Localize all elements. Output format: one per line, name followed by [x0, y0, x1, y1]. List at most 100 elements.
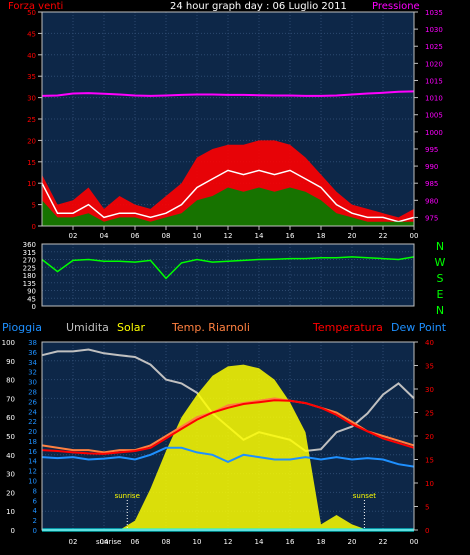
y-inner-tick-label: 24 — [28, 408, 37, 416]
y2-tick-label: 35 — [425, 363, 434, 371]
x-tick-label: 08 — [162, 232, 171, 240]
y-tick-label: 30 — [6, 471, 15, 479]
y-inner-tick-label: 8 — [33, 487, 37, 495]
y2-tick-label: 1030 — [425, 26, 443, 34]
y-inner-tick-label: 16 — [28, 448, 37, 456]
y-inner-tick-label: 28 — [28, 388, 37, 396]
y-inner-tick-label: 2 — [33, 517, 37, 525]
x-tick-label: 10 — [193, 538, 202, 546]
legend-temp-riarnoli: Temp. Riarnoli — [171, 321, 250, 334]
y2-tick-label: 990 — [425, 163, 438, 171]
y2-tick-label: 1010 — [425, 95, 443, 103]
x-tick-label: 06 — [131, 232, 140, 240]
x-tick-label: 12 — [224, 538, 233, 546]
plot-frame — [41, 11, 415, 227]
legend-humidity: Umidita — [66, 321, 109, 334]
x-tick-label: 14 — [255, 538, 264, 546]
compass-label: N — [436, 304, 444, 317]
y-tick-label: 10 — [6, 508, 15, 516]
y-tick-label: 60 — [6, 414, 15, 422]
annotation-label: sunrise — [115, 492, 140, 500]
y2-tick-label: 985 — [425, 180, 438, 188]
y2-tick-label: 15 — [425, 457, 434, 465]
plot-frame — [41, 341, 415, 531]
y-tick-label: 180 — [23, 272, 36, 280]
x-tick-label: 02 — [69, 232, 78, 240]
compass-label: N — [436, 240, 444, 253]
y2-tick-label: 1015 — [425, 77, 443, 85]
y-tick-label: 360 — [23, 241, 36, 249]
y-tick-label: 5 — [32, 202, 36, 210]
compass-label: E — [437, 288, 444, 301]
y-tick-label: 10 — [27, 180, 36, 188]
temp-humidity-panel: 0102030405060708090100024681012141618202… — [2, 339, 434, 546]
compass-label: W — [435, 256, 446, 269]
plot-frame — [41, 243, 415, 307]
y-tick-label: 20 — [6, 489, 15, 497]
y-inner-tick-label: 10 — [28, 478, 37, 486]
y-tick-label: 100 — [2, 339, 15, 347]
x-tick-label: 02 — [69, 538, 78, 546]
x-tick-label: 08 — [162, 538, 171, 546]
series-temperature — [41, 399, 415, 455]
x-tick-label: 18 — [317, 538, 326, 546]
y-tick-label: 80 — [6, 377, 15, 385]
y-tick-label: 15 — [27, 159, 36, 167]
y-inner-tick-label: 6 — [33, 497, 38, 505]
x-tick-label: 22 — [379, 538, 388, 546]
y2-tick-label: 25 — [425, 410, 434, 418]
x-tick-label: 22 — [379, 232, 388, 240]
y-tick-label: 45 — [27, 295, 36, 303]
x-tick-label: 00 — [410, 232, 419, 240]
y-inner-tick-label: 36 — [28, 349, 37, 357]
y-tick-label: 225 — [23, 264, 36, 272]
legend-rain: Pioggia — [2, 321, 42, 334]
y-tick-label: 40 — [6, 452, 15, 460]
y-tick-label: 50 — [27, 9, 36, 17]
y-inner-tick-label: 22 — [28, 418, 37, 426]
compass-label: S — [437, 272, 444, 285]
y2-tick-label: 30 — [425, 386, 434, 394]
y2-tick-label: 980 — [425, 197, 438, 205]
y-tick-label: 35 — [27, 73, 36, 81]
axis-annotation: sunrise — [96, 538, 121, 546]
y-inner-tick-label: 18 — [28, 438, 37, 446]
legend-solar: Solar — [117, 321, 146, 334]
y-inner-tick-label: 26 — [28, 398, 37, 406]
series-direction — [41, 256, 415, 280]
y2-tick-label: 975 — [425, 214, 438, 222]
series-dew_point — [41, 446, 415, 468]
y2-tick-label: 1020 — [425, 60, 443, 68]
y-tick-label: 0 — [32, 303, 36, 311]
series-wind_fill — [42, 187, 414, 226]
y-tick-label: 70 — [6, 395, 15, 403]
y-inner-tick-label: 32 — [28, 369, 37, 377]
pressure-axis-label: Pressione — [372, 1, 420, 12]
wind-pressure-panel: 0510152025303540455097598098599099510001… — [27, 9, 443, 240]
x-tick-label: 14 — [255, 232, 264, 240]
annotation-label: sunset — [353, 492, 376, 500]
x-tick-label: 20 — [348, 232, 357, 240]
y-tick-label: 90 — [6, 358, 15, 366]
x-tick-label: 18 — [317, 232, 326, 240]
y-tick-label: 0 — [11, 527, 15, 535]
y2-tick-label: 5 — [425, 504, 429, 512]
y-inner-tick-label: 20 — [28, 428, 37, 436]
y-tick-label: 315 — [23, 249, 36, 257]
legend-dew-point: Dew Point — [391, 321, 447, 334]
x-tick-label: 04 — [100, 538, 109, 546]
y-inner-tick-label: 12 — [28, 468, 37, 476]
y-tick-label: 40 — [27, 52, 36, 60]
y-tick-label: 20 — [27, 137, 36, 145]
y2-tick-label: 10 — [425, 480, 434, 488]
y2-tick-label: 40 — [425, 339, 434, 347]
y-tick-label: 25 — [27, 116, 36, 124]
y2-tick-label: 1000 — [425, 129, 443, 137]
series-wind_avg — [41, 169, 415, 223]
y-tick-label: 30 — [27, 95, 36, 103]
x-tick-label: 16 — [286, 538, 295, 546]
y-tick-label: 135 — [23, 280, 36, 288]
x-tick-label: 06 — [131, 538, 140, 546]
y-inner-tick-label: 0 — [33, 527, 37, 535]
